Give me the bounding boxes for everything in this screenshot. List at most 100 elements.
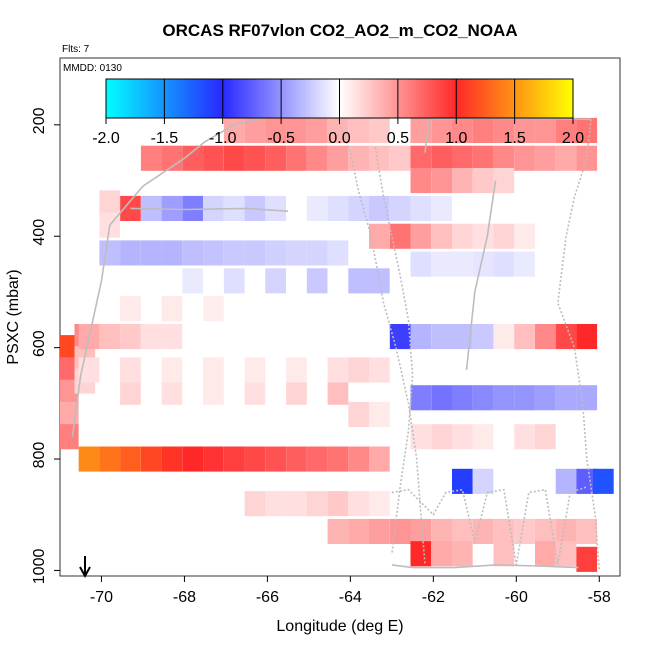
heatmap-cell: [120, 195, 141, 221]
heatmap-cell: [60, 379, 79, 405]
heatmap-cell: [431, 251, 452, 277]
heatmap-cell: [452, 117, 473, 143]
heatmap-cell: [593, 468, 614, 494]
heatmap-cell: [120, 357, 141, 383]
heatmap-cell: [244, 379, 266, 405]
heatmap-cell: [286, 357, 307, 383]
heatmap-cell: [348, 357, 369, 383]
heatmap-cell: [120, 379, 141, 405]
heatmap-cell: [369, 357, 390, 383]
heatmap-cell: [244, 491, 266, 517]
heatmap-cell: [265, 491, 286, 517]
heatmap-cell: [327, 240, 349, 266]
heatmap-cell: [203, 145, 224, 171]
heatmap-cell: [369, 401, 390, 427]
heatmap-cell: [431, 195, 452, 221]
heatmap-cell: [327, 518, 349, 544]
heatmap-cell: [493, 518, 515, 544]
heatmap-cell: [182, 145, 204, 171]
y-tick-label: 400: [31, 219, 48, 246]
heatmap-cell: [576, 117, 598, 143]
heatmap-cells: [60, 117, 614, 572]
x-tick-label: -70: [90, 589, 113, 606]
colorbar-tick-label: -0.5: [267, 130, 295, 147]
heatmap-cell: [493, 324, 515, 350]
flights-label: Flts: 7: [62, 44, 90, 55]
heatmap-cell: [431, 385, 452, 411]
heatmap-cell: [452, 251, 473, 277]
heatmap-cell: [535, 145, 556, 171]
heatmap-cell: [306, 491, 328, 517]
heatmap-cell: [99, 190, 121, 216]
heatmap-cell: [327, 379, 349, 405]
heatmap-cell: [389, 324, 411, 350]
date-label: MMDD: 0130: [63, 63, 122, 74]
heatmap-cell: [452, 145, 473, 171]
heatmap-cell: [182, 446, 204, 472]
heatmap-cell: [265, 240, 286, 266]
heatmap-cell: [327, 446, 349, 472]
heatmap-cell: [431, 324, 452, 350]
x-tick-label: -58: [588, 589, 611, 606]
flight-track: [337, 119, 426, 565]
colorbar-tick-label: 0.5: [387, 130, 409, 147]
heatmap-cell: [369, 518, 390, 544]
heatmap-cell: [161, 296, 183, 322]
heatmap-cell: [265, 446, 286, 472]
heatmap-cell: [472, 518, 494, 544]
heatmap-cell: [472, 223, 494, 249]
heatmap-cell: [60, 357, 79, 383]
heatmap-cell: [348, 268, 369, 294]
heatmap-cell: [514, 223, 535, 249]
heatmap-cell: [244, 446, 266, 472]
heatmap-cell: [327, 145, 349, 171]
heatmap-cell: [389, 223, 411, 249]
heatmap-cell: [514, 251, 535, 277]
heatmap-cell: [223, 145, 245, 171]
flight-track: [465, 180, 497, 370]
heatmap-cell: [286, 379, 307, 405]
heatmap-cell: [327, 491, 349, 517]
heatmap-cell: [410, 251, 432, 277]
heatmap-cell: [140, 145, 162, 171]
heatmap-cell: [431, 145, 452, 171]
x-axis-label: Longitude (deg E): [276, 618, 403, 635]
heatmap-cell: [286, 446, 307, 472]
heatmap-cell: [514, 518, 535, 544]
colorbar-tick-label: 1.5: [504, 130, 526, 147]
heatmap-cell: [431, 518, 452, 544]
heatmap-cell: [431, 424, 452, 450]
heatmap-cell: [161, 446, 183, 472]
heatmap-cell: [203, 240, 224, 266]
heatmap-cell: [348, 117, 369, 143]
heatmap-cell: [472, 168, 494, 194]
heatmap-cell: [389, 195, 411, 221]
heatmap-cell: [369, 491, 390, 517]
heatmap-cell: [535, 324, 556, 350]
x-tick-label: -66: [256, 589, 279, 606]
heatmap-cell: [410, 195, 432, 221]
plot-frame: [59, 57, 621, 577]
x-axis: -70 -68 -66 -64 -62 -60 -58: [90, 576, 611, 606]
chart-title: ORCAS RF07vlon CO2_AO2_m_CO2_NOAA: [162, 21, 517, 40]
heatmap-cell: [244, 145, 266, 171]
heatmap-cell: [576, 468, 598, 494]
flight-track: [130, 207, 289, 212]
heatmap-cell: [182, 268, 204, 294]
x-tick-label: -64: [339, 589, 362, 606]
heatmap-cell: [182, 240, 204, 266]
heatmap-cell: [244, 240, 266, 266]
heatmap-cell: [120, 446, 141, 472]
heatmap-cell: [535, 518, 556, 544]
heatmap-cell: [161, 145, 183, 171]
heatmap-cell: [99, 446, 121, 472]
heatmap-cell: [555, 468, 577, 494]
colorbar-tick-label: -1.0: [209, 130, 237, 147]
heatmap-cell: [452, 168, 473, 194]
heatmap-cell: [493, 385, 515, 411]
y-axis: 200 400 600 800 1000: [31, 107, 60, 584]
y-tick-label: 200: [31, 107, 48, 134]
heatmap-cell: [452, 541, 473, 567]
heatmap-cell: [452, 324, 473, 350]
heatmap-cell: [223, 240, 245, 266]
